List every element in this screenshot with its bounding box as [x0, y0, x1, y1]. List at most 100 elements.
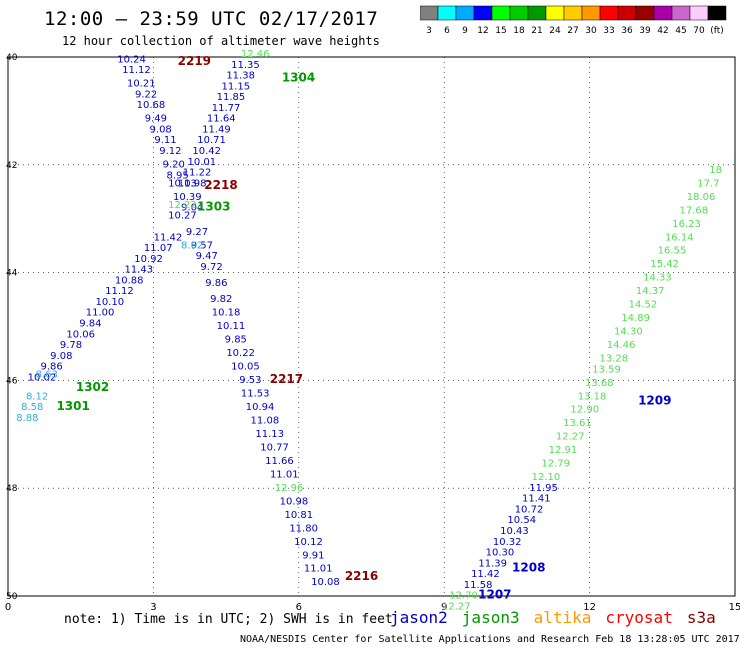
wave-height-value: 10.81	[284, 510, 313, 521]
wave-height-value: 10.98	[280, 496, 309, 507]
track-label: 1208	[512, 561, 545, 575]
x-tick-label: 3	[150, 602, 156, 613]
wave-height-value: 8.95	[167, 170, 189, 181]
wave-height-value: 10.18	[212, 308, 241, 319]
wave-height-value: 11.95	[529, 483, 558, 494]
scale-label: 39	[639, 26, 651, 36]
wave-height-value: 9.78	[60, 340, 82, 351]
y-tick-label: 40	[6, 53, 18, 63]
wave-height-value: 10.13	[168, 178, 197, 189]
x-tick-label: 0	[5, 602, 11, 613]
color-scale: 3 6 9 12 15 18 21 24 27 30 33 36 39 42 45 70 (ft)	[420, 5, 727, 36]
wave-height-value: 11.49	[202, 124, 231, 135]
page-subtitle: 12 hour collection of altimeter wave hei…	[62, 34, 380, 48]
wave-height-value: 11.01	[304, 564, 333, 575]
page-title: 12:00 – 23:59 UTC 02/17/2017	[44, 8, 379, 30]
wave-height-value: 13.61	[563, 418, 592, 429]
scale-label: 45	[675, 26, 686, 36]
scale-label: 70	[693, 26, 705, 36]
wave-height-value: 10.98	[178, 178, 207, 189]
wave-height-value: 18.06	[687, 192, 716, 203]
x-tick-label: 12	[583, 602, 596, 613]
wave-height-value: 9.82	[210, 294, 232, 305]
wave-height-value: 11.12	[105, 286, 134, 297]
wave-height-value: 14.30	[614, 327, 643, 338]
wave-height-value: 10.24	[117, 54, 146, 65]
wave-height-value: 10.88	[115, 275, 144, 286]
scale-label: 6	[444, 26, 450, 36]
wave-height-value: 11.07	[144, 243, 173, 254]
x-tick-label: 9	[441, 602, 447, 613]
wave-height-value: 8.63	[36, 370, 58, 381]
x-tick-label: 15	[729, 602, 740, 613]
wave-height-value: 9.84	[79, 319, 101, 330]
x-tick-label: 6	[296, 602, 302, 613]
wave-height-value: 9.57	[191, 240, 213, 251]
wave-height-value: 14.37	[636, 286, 665, 297]
wave-height-value: 10.71	[197, 135, 226, 146]
wave-height-value: 14.52	[629, 300, 658, 311]
scale-label: (ft)	[710, 26, 724, 36]
scale-label: 36	[621, 26, 633, 36]
wave-height-value: 11.80	[289, 523, 318, 534]
wave-height-value: 10.27	[168, 211, 197, 222]
wave-height-value: 10.32	[493, 537, 522, 548]
track-label: 2217	[270, 372, 303, 386]
wave-height-value: 11.64	[207, 114, 236, 125]
legend-note: note: 1) Time is in UTC; 2) SWH is in fe…	[64, 612, 393, 627]
scale-label: 3	[426, 26, 432, 36]
wave-height-value: 11.00	[86, 308, 115, 319]
wave-height-value: 14.89	[621, 313, 650, 324]
wave-height-value: 10.22	[226, 348, 255, 359]
wave-height-value: 9.53	[239, 375, 261, 386]
scale-label: 33	[603, 26, 614, 36]
scale-label: 30	[585, 26, 597, 36]
scale-label: 9	[462, 26, 468, 36]
wave-height-value: 8.88	[16, 413, 38, 424]
wave-height-value: 10.54	[507, 515, 536, 526]
wave-height-value: 9.20	[163, 159, 185, 170]
track-label: 1303	[197, 200, 230, 214]
scale-label: 21	[531, 26, 542, 36]
satellite-legend-jason3: jason3	[461, 608, 520, 627]
wave-height-value: 15.42	[650, 259, 679, 270]
wave-height-value: 9.85	[225, 335, 247, 346]
wave-height-value: 11.15	[221, 81, 250, 92]
wave-height-value: 8.12	[26, 391, 48, 402]
wave-height-value: 13.59	[592, 364, 621, 375]
wave-height-value: 9.47	[196, 251, 218, 262]
wave-height-value: 10.08	[311, 577, 340, 588]
wave-height-value: 9.72	[200, 262, 222, 273]
scale-label: 12	[477, 26, 488, 36]
wave-height-value: 9.04	[181, 203, 203, 214]
wave-height-value: 17.7	[697, 178, 719, 189]
wave-height-value: 13.18	[578, 391, 607, 402]
satellite-legend-cryosat: cryosat	[605, 608, 673, 627]
wave-height-value: 10.92	[134, 254, 163, 265]
wave-height-value: 8.62	[181, 240, 203, 251]
y-tick-label: 50	[6, 592, 18, 602]
y-tick-label: 46	[6, 376, 18, 386]
scale-label: 15	[495, 26, 506, 36]
wave-height-value: 11.41	[522, 494, 551, 505]
scale-label: 24	[549, 26, 561, 36]
scale-label: 42	[657, 26, 668, 36]
satellite-legend-s3a: s3a	[686, 608, 716, 627]
track-label: 1209	[638, 394, 671, 408]
wave-height-value: 12.27	[442, 601, 471, 612]
wave-height-value: 13.68	[585, 378, 614, 389]
wave-height-value: 11.77	[212, 103, 241, 114]
wave-height-value: 12.96	[275, 483, 304, 494]
y-tick-label: 48	[6, 484, 18, 494]
scale-label: 18	[513, 26, 525, 36]
wave-height-value: 17.68	[679, 205, 708, 216]
wave-height-value: 11.38	[226, 71, 255, 82]
wave-height-value: 9.86	[40, 362, 62, 373]
wave-height-value: 12.91	[549, 445, 578, 456]
wave-height-value: 11.13	[255, 429, 284, 440]
scale-swatch	[707, 5, 727, 21]
wave-height-value: 11.35	[231, 60, 260, 71]
wave-height-value: 11.12	[122, 65, 151, 76]
wave-height-value: 11.85	[217, 92, 246, 103]
